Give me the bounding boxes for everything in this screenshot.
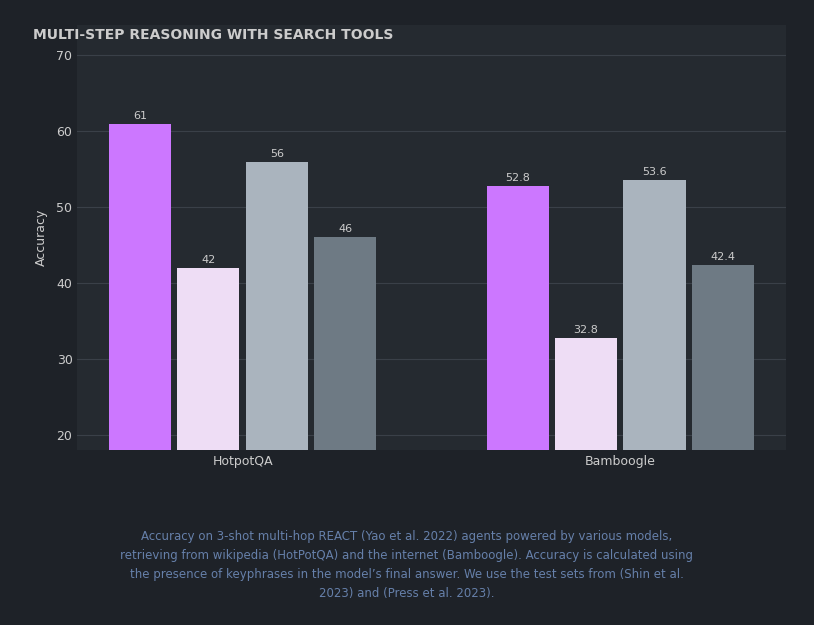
Text: 46: 46 xyxy=(338,224,352,234)
Bar xyxy=(246,162,308,587)
Bar xyxy=(624,180,685,587)
Text: 56: 56 xyxy=(269,149,284,159)
Y-axis label: Accuracy: Accuracy xyxy=(35,209,48,266)
Text: 32.8: 32.8 xyxy=(574,324,598,334)
Text: 53.6: 53.6 xyxy=(642,167,667,177)
Text: 61: 61 xyxy=(133,111,147,121)
Bar xyxy=(692,265,754,587)
Text: MULTI-STEP REASONING WITH SEARCH TOOLS: MULTI-STEP REASONING WITH SEARCH TOOLS xyxy=(33,28,393,42)
Bar xyxy=(109,124,171,587)
Bar xyxy=(177,268,239,587)
Bar xyxy=(555,338,617,587)
Text: Accuracy on 3-shot multi-hop REACT (Yao et al. 2022) agents powered by various m: Accuracy on 3-shot multi-hop REACT (Yao … xyxy=(120,530,694,600)
Text: 42.4: 42.4 xyxy=(711,252,736,262)
Bar xyxy=(487,186,549,587)
Bar xyxy=(314,238,376,587)
Text: 42: 42 xyxy=(201,255,216,265)
Text: 52.8: 52.8 xyxy=(505,173,530,183)
